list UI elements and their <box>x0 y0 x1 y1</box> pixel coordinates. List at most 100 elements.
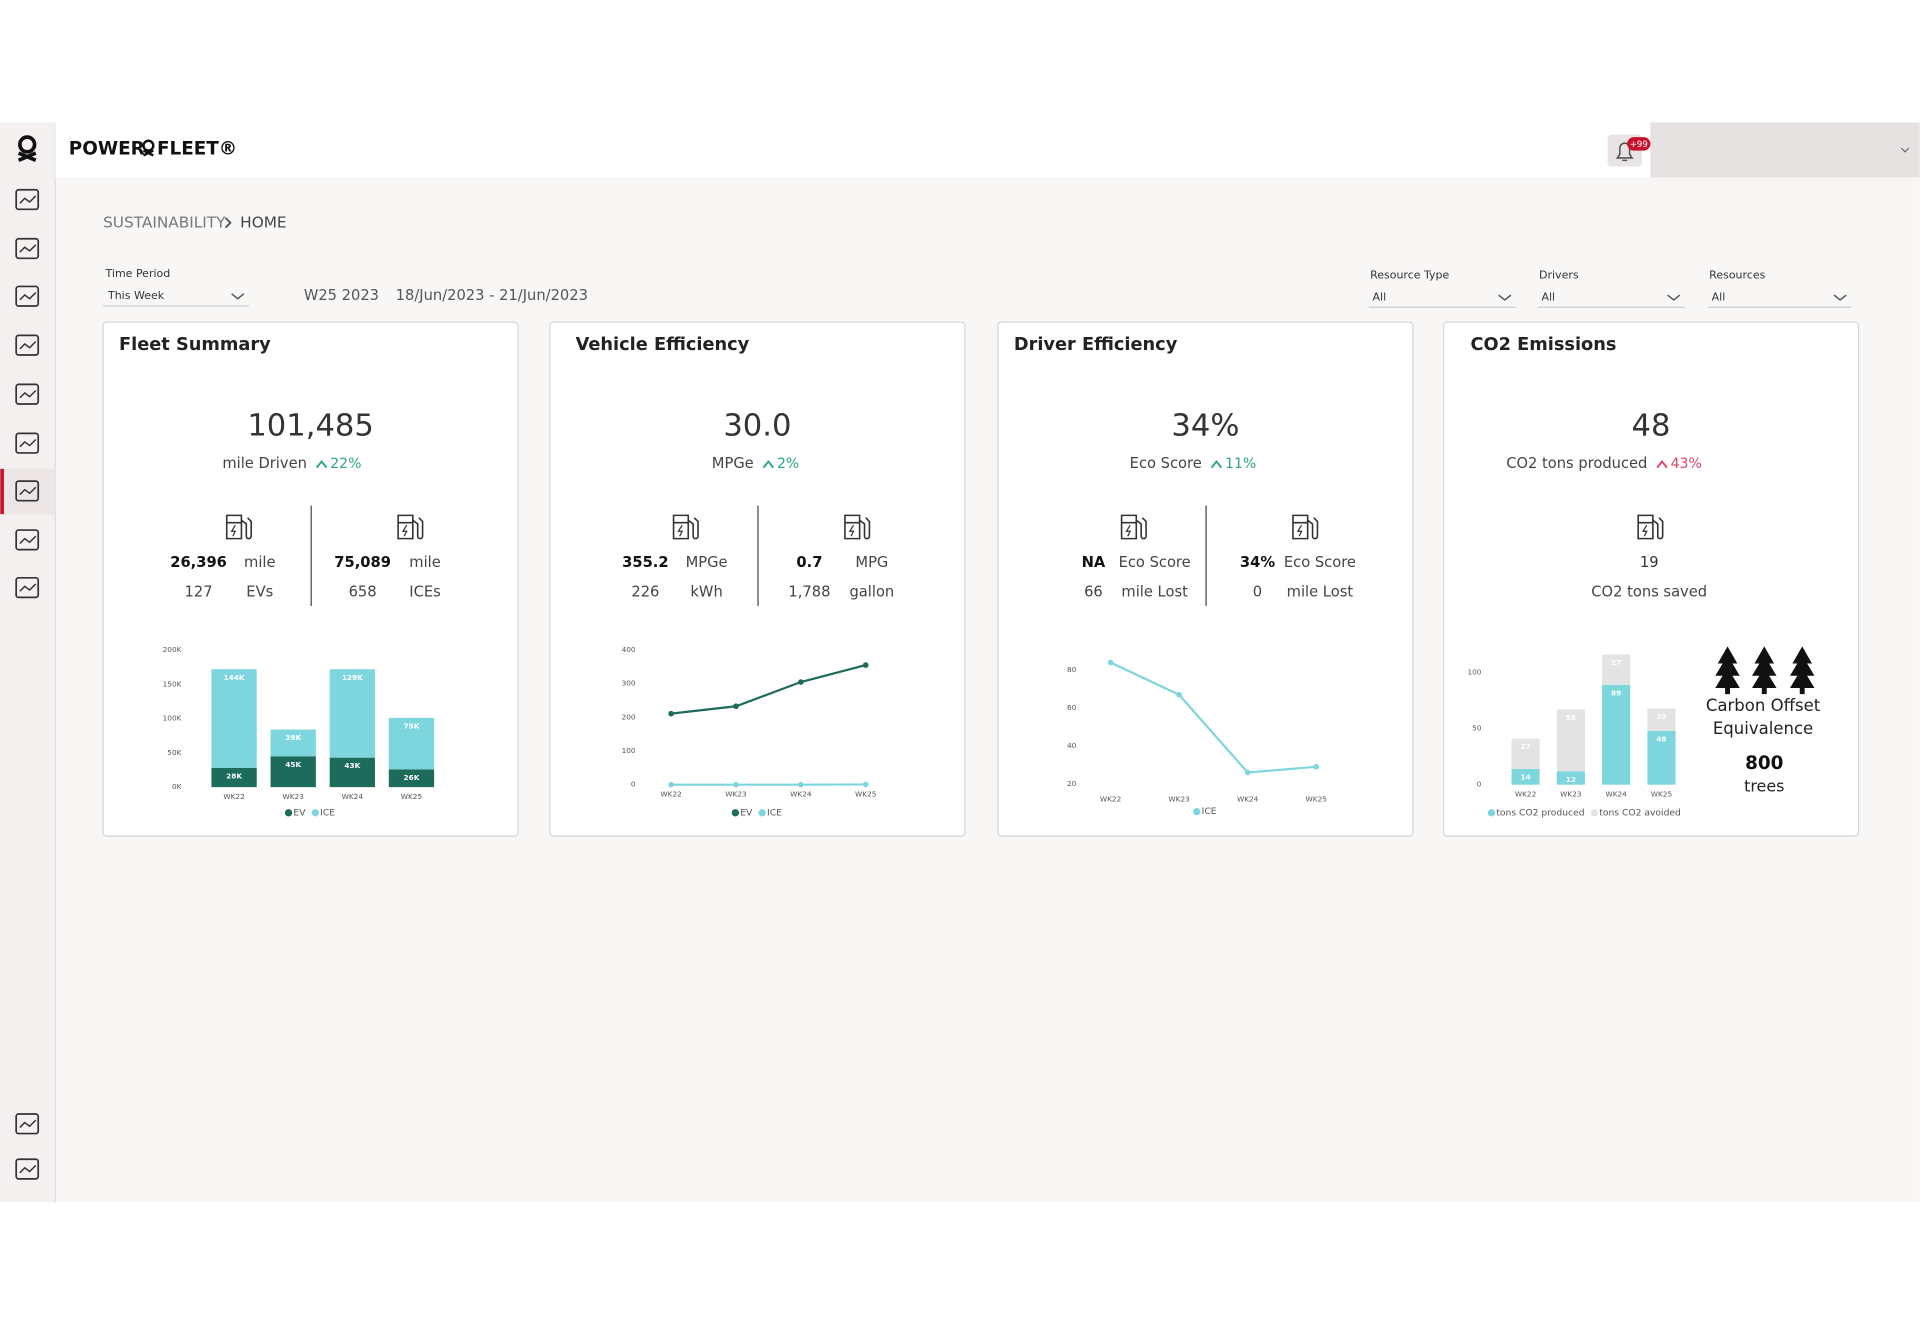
series-line <box>670 664 867 715</box>
y-tick-label: 100 <box>622 746 636 755</box>
filters: Time Period This Week Resource Type All Driv… <box>103 267 1852 308</box>
stat-value: 355.2 <box>622 554 668 571</box>
kpi-delta: 22% <box>330 456 361 472</box>
legend-label[interactable]: tons CO2 produced <box>1496 807 1584 818</box>
data-label: 39K <box>285 733 301 742</box>
user-menu[interactable] <box>1650 122 1920 178</box>
filter-chevron <box>1667 294 1681 301</box>
sidebar-icon[interactable] <box>15 529 40 551</box>
x-tick-label: WK25 <box>1306 794 1328 803</box>
point <box>798 781 804 788</box>
data-label: 45K <box>285 760 301 769</box>
point <box>862 662 869 668</box>
legend-swatch <box>758 809 766 817</box>
y-tick-label: 400 <box>622 645 636 654</box>
notifications[interactable]: +99 <box>1607 134 1651 167</box>
sidebar-icon[interactable] <box>15 334 40 356</box>
legend-label[interactable]: ICE <box>767 807 782 818</box>
kpi-value: 30.0 <box>723 409 791 444</box>
legend-swatch <box>311 809 319 817</box>
offset-label: Carbon Offset <box>1706 696 1821 715</box>
card-title: Fleet Summary <box>119 335 271 355</box>
brand-right: FLEET® <box>157 138 237 159</box>
sidebar-icon[interactable] <box>15 1158 40 1180</box>
legend-label[interactable]: tons CO2 avoided <box>1599 807 1681 818</box>
y-tick-label: 50 <box>1472 724 1482 733</box>
legend-swatch <box>284 809 293 817</box>
y-tick-label: 20 <box>1067 779 1077 788</box>
y-tick-label: 60 <box>1067 703 1077 712</box>
stat-unit: Eco Score <box>1284 554 1356 571</box>
card-frame <box>1442 321 1860 837</box>
kpi-value: 48 <box>1632 409 1671 444</box>
breadcrumb-section[interactable]: SUSTAINABILITY <box>103 213 226 231</box>
legend-label[interactable]: ICE <box>320 807 335 818</box>
bar-segment <box>329 757 375 788</box>
filter-value[interactable]: All <box>1541 290 1555 303</box>
bar-segment <box>1556 709 1585 772</box>
legend-swatch <box>731 809 740 817</box>
filter-value[interactable]: All <box>1712 290 1726 303</box>
point <box>1244 769 1251 776</box>
y-tick-label: 200 <box>622 712 636 721</box>
filter-label: Drivers <box>1539 268 1579 281</box>
brand-mark <box>142 139 155 157</box>
sidebar-icon-detail <box>19 1164 37 1174</box>
sidebar-icon[interactable] <box>15 188 40 211</box>
kpi-delta: 2% <box>777 456 799 472</box>
legend-label[interactable]: EV <box>740 807 753 818</box>
point <box>733 781 739 788</box>
chart: 0 50 100 WK22 WK23 WK24 WK25 14 27 12 55 89 27 48 20 to… <box>1467 654 1681 818</box>
breadcrumb-separator <box>224 217 232 229</box>
chart: 20 40 60 80 WK22 WK23 WK24 WK25 ICE <box>1067 659 1328 817</box>
stat-count: 226 <box>631 583 659 600</box>
data-label: 144K <box>224 673 245 682</box>
filter-label: Time Period <box>105 267 171 280</box>
series-line <box>1110 661 1317 774</box>
sidebar-icon[interactable] <box>15 285 40 307</box>
kpi-value: 34% <box>1171 409 1239 444</box>
sidebar-icon[interactable] <box>15 576 40 599</box>
data-label: 28K <box>226 772 242 781</box>
bar-segment <box>1511 738 1540 769</box>
bar-segment <box>270 729 316 757</box>
point <box>1107 659 1114 666</box>
filter-chevron <box>1498 294 1512 301</box>
sidebar-icon[interactable] <box>15 383 40 405</box>
sidebar-icon[interactable] <box>15 432 40 454</box>
tree-icon <box>1715 646 1740 695</box>
sidebar-logo-tail <box>17 151 37 163</box>
stat-value: 19 <box>1640 554 1659 571</box>
sidebar-icon[interactable] <box>15 1113 40 1135</box>
data-label: 27 <box>1520 742 1530 751</box>
stat-count: 658 <box>349 583 377 600</box>
legend-label[interactable]: EV <box>293 807 306 818</box>
stat-count-label: gallon <box>849 583 894 600</box>
y-tick-label: 100 <box>1467 667 1481 676</box>
x-tick-label: WK22 <box>223 792 244 801</box>
fuel-icon-bolt <box>230 524 237 537</box>
x-tick-label: WK23 <box>725 789 747 798</box>
data-label: 20 <box>1656 712 1666 721</box>
fuel-icon-bolt <box>1641 524 1648 537</box>
sidebar-icon[interactable] <box>15 237 40 260</box>
legend-label[interactable]: ICE <box>1202 806 1217 817</box>
sidebar-icon-detail <box>19 1119 37 1128</box>
active-marker <box>0 468 4 515</box>
stat-unit: MPGe <box>686 554 728 571</box>
bar-segment <box>211 767 257 788</box>
filter-value[interactable]: This Week <box>107 289 165 302</box>
date-range: 18/Jun/2023 - 21/Jun/2023 <box>396 287 588 304</box>
cards: Fleet Summary 101,485 mile Driven 22% 26,396… <box>102 321 1860 837</box>
x-tick-label: WK24 <box>1605 789 1627 798</box>
y-tick-label: 0 <box>1477 780 1482 789</box>
x-tick-label: WK22 <box>660 789 681 798</box>
filter-chevron <box>231 293 245 300</box>
point <box>798 679 804 685</box>
filter-value[interactable]: All <box>1373 290 1387 303</box>
bar-segment <box>270 756 316 788</box>
bar-segment <box>211 669 257 768</box>
sidebar-icon[interactable] <box>15 480 40 502</box>
x-tick-label: WK25 <box>855 789 877 798</box>
data-label: 48 <box>1656 734 1666 743</box>
